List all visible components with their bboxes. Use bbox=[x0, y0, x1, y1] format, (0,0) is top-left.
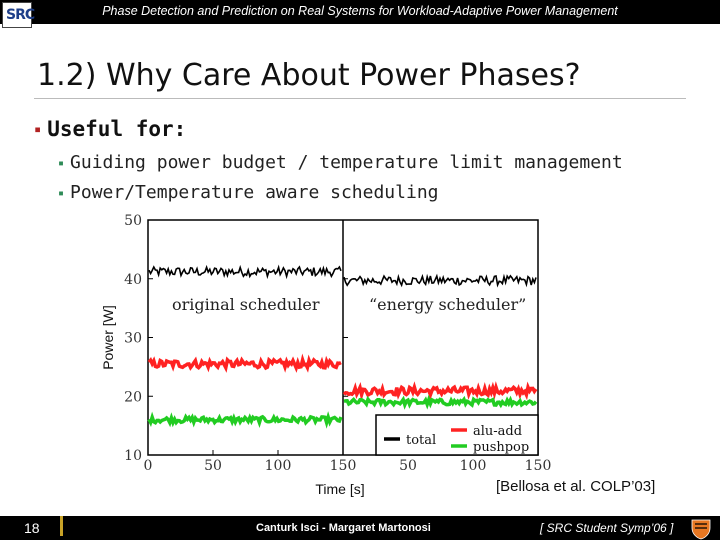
legend-label-alu-add: alu-add bbox=[473, 424, 522, 439]
legend-box bbox=[375, 414, 539, 456]
sub-bullet-text: Power/Temperature aware scheduling bbox=[70, 182, 439, 203]
authors: Canturk Isci - Margaret Martonosi bbox=[256, 522, 431, 534]
citation: [Bellosa et al. COLP’03] bbox=[496, 478, 656, 495]
legend-label-total: total bbox=[406, 433, 436, 448]
x-tick-label: 50 bbox=[399, 458, 417, 474]
series-line-pushpop bbox=[343, 394, 538, 410]
y-tick-label: 20 bbox=[124, 389, 142, 405]
sub-bullet-text: Guiding power budget / temperature limit… bbox=[70, 152, 623, 173]
x-tick-label: 150 bbox=[330, 458, 357, 474]
y-tick-label: 40 bbox=[124, 272, 142, 288]
logo-text: SRC bbox=[6, 7, 35, 23]
presentation-title: Phase Detection and Prediction on Real S… bbox=[102, 4, 618, 18]
footer-bar bbox=[0, 516, 720, 540]
sub-bullet-1: ▪ Guiding power budget / temperature limi… bbox=[58, 152, 623, 173]
panel-label-original: original scheduler bbox=[172, 295, 320, 314]
y-tick-label: 10 bbox=[124, 448, 142, 464]
sub-bullet-2: ▪ Power/Temperature aware scheduling bbox=[58, 182, 439, 203]
x-tick-label: 0 bbox=[144, 458, 153, 474]
page-number: 18 bbox=[24, 520, 40, 536]
bullet-text: Useful for: bbox=[47, 117, 187, 141]
series-line-total bbox=[148, 264, 342, 280]
x-tick-label: 100 bbox=[265, 458, 292, 474]
bullet-marker: ▪ bbox=[58, 158, 65, 169]
y-tick-label: 50 bbox=[124, 213, 142, 229]
x-tick-label: 150 bbox=[525, 458, 552, 474]
slide-title: 1.2) Why Care About Power Phases? bbox=[37, 58, 581, 93]
series-line-total bbox=[343, 273, 537, 288]
legend-label-pushpop: pushpop bbox=[473, 440, 529, 455]
src-logo-icon: SRC bbox=[2, 2, 35, 28]
title-divider bbox=[34, 98, 686, 99]
series-line-pushpop bbox=[147, 411, 343, 429]
panel-label-energy: “energy scheduler” bbox=[369, 295, 526, 314]
bullet-marker: ▪ bbox=[34, 122, 42, 136]
power-chart: 10 20 30 40 50 0 50 100 150 50 100 150 original sche… bbox=[100, 213, 552, 497]
x-tick-label: 50 bbox=[204, 458, 222, 474]
x-axis-label: Time [s] bbox=[315, 481, 364, 497]
series-line-alu-add bbox=[342, 381, 538, 402]
conference: [ SRC Student Symp’06 ] bbox=[540, 521, 674, 535]
y-axis-label: Power [W] bbox=[100, 305, 116, 370]
series-line-alu-add bbox=[147, 353, 342, 373]
bullet-useful-for: ▪ Useful for: bbox=[34, 117, 186, 141]
y-tick-label: 30 bbox=[124, 331, 142, 347]
footer-accent bbox=[60, 516, 63, 536]
x-tick-label: 100 bbox=[460, 458, 487, 474]
header-bar: SRC Phase Detection and Prediction on Re… bbox=[0, 0, 720, 28]
princeton-shield-icon bbox=[691, 519, 711, 540]
bullet-marker: ▪ bbox=[58, 188, 65, 199]
